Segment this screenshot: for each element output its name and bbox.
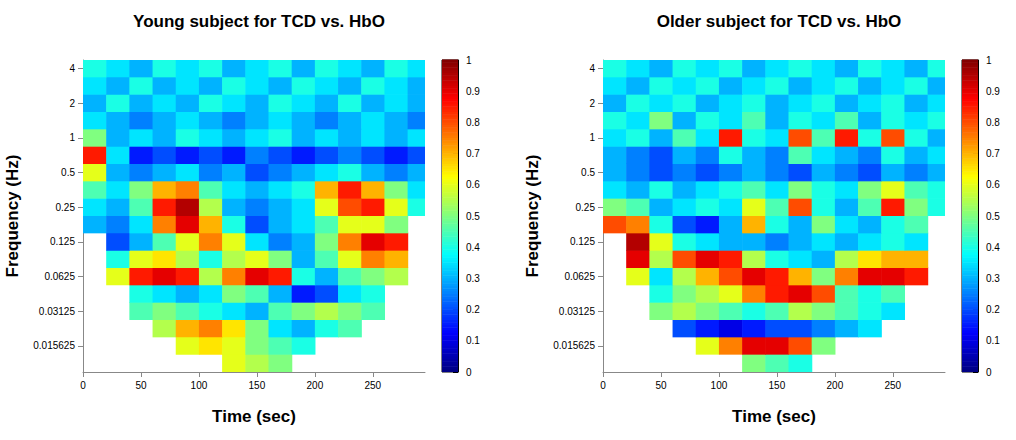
svg-text:0.9: 0.9 [466, 86, 480, 97]
svg-text:150: 150 [769, 380, 786, 391]
svg-text:Young subject for TCD vs. HbO: Young subject for TCD vs. HbO [133, 12, 385, 31]
svg-text:0.015625: 0.015625 [33, 340, 75, 351]
svg-text:Time (sec): Time (sec) [212, 407, 296, 426]
svg-text:0.03125: 0.03125 [39, 306, 76, 317]
svg-text:0: 0 [80, 380, 86, 391]
svg-text:1: 1 [466, 55, 472, 66]
svg-text:Frequency (Hz): Frequency (Hz) [523, 155, 542, 278]
svg-text:0.3: 0.3 [986, 273, 1000, 284]
svg-text:2: 2 [69, 98, 75, 109]
svg-text:0: 0 [466, 367, 472, 378]
svg-text:2: 2 [589, 98, 595, 109]
svg-text:0.015625: 0.015625 [553, 340, 595, 351]
svg-text:4: 4 [589, 63, 595, 74]
svg-text:0.125: 0.125 [50, 236, 75, 247]
svg-text:0.5: 0.5 [466, 211, 480, 222]
svg-text:0.8: 0.8 [466, 117, 480, 128]
svg-text:0.125: 0.125 [570, 236, 595, 247]
svg-text:0.5: 0.5 [581, 167, 595, 178]
svg-text:50: 50 [135, 380, 147, 391]
svg-text:0.2: 0.2 [986, 304, 1000, 315]
svg-text:0.4: 0.4 [466, 242, 480, 253]
svg-text:1: 1 [986, 55, 992, 66]
svg-text:0.25: 0.25 [576, 202, 596, 213]
svg-text:100: 100 [711, 380, 728, 391]
svg-text:4: 4 [69, 63, 75, 74]
svg-text:Time (sec): Time (sec) [732, 407, 816, 426]
svg-text:0.5: 0.5 [986, 211, 1000, 222]
svg-text:Frequency (Hz): Frequency (Hz) [3, 155, 22, 278]
svg-text:250: 250 [884, 380, 901, 391]
svg-text:1: 1 [69, 132, 75, 143]
svg-text:0.6: 0.6 [466, 179, 480, 190]
svg-text:0.03125: 0.03125 [559, 306, 596, 317]
svg-text:0.5: 0.5 [61, 167, 75, 178]
svg-text:100: 100 [191, 380, 208, 391]
svg-text:0: 0 [600, 380, 606, 391]
svg-text:0.2: 0.2 [466, 304, 480, 315]
svg-text:Older subject for TCD vs. HbO: Older subject for TCD vs. HbO [657, 12, 902, 31]
svg-text:0.7: 0.7 [986, 148, 1000, 159]
svg-text:0.6: 0.6 [986, 179, 1000, 190]
svg-text:0.4: 0.4 [986, 242, 1000, 253]
svg-text:0.25: 0.25 [56, 202, 76, 213]
svg-text:0.0625: 0.0625 [44, 271, 75, 282]
svg-text:200: 200 [307, 380, 324, 391]
svg-text:0.0625: 0.0625 [564, 271, 595, 282]
svg-text:150: 150 [249, 380, 266, 391]
svg-text:0: 0 [986, 367, 992, 378]
svg-text:0.9: 0.9 [986, 86, 1000, 97]
svg-text:0.1: 0.1 [986, 335, 1000, 346]
svg-text:1: 1 [589, 132, 595, 143]
svg-text:0.8: 0.8 [986, 117, 1000, 128]
svg-text:0.7: 0.7 [466, 148, 480, 159]
svg-text:50: 50 [655, 380, 667, 391]
svg-text:200: 200 [827, 380, 844, 391]
svg-text:0.1: 0.1 [466, 335, 480, 346]
svg-text:0.3: 0.3 [466, 273, 480, 284]
svg-text:250: 250 [364, 380, 381, 391]
